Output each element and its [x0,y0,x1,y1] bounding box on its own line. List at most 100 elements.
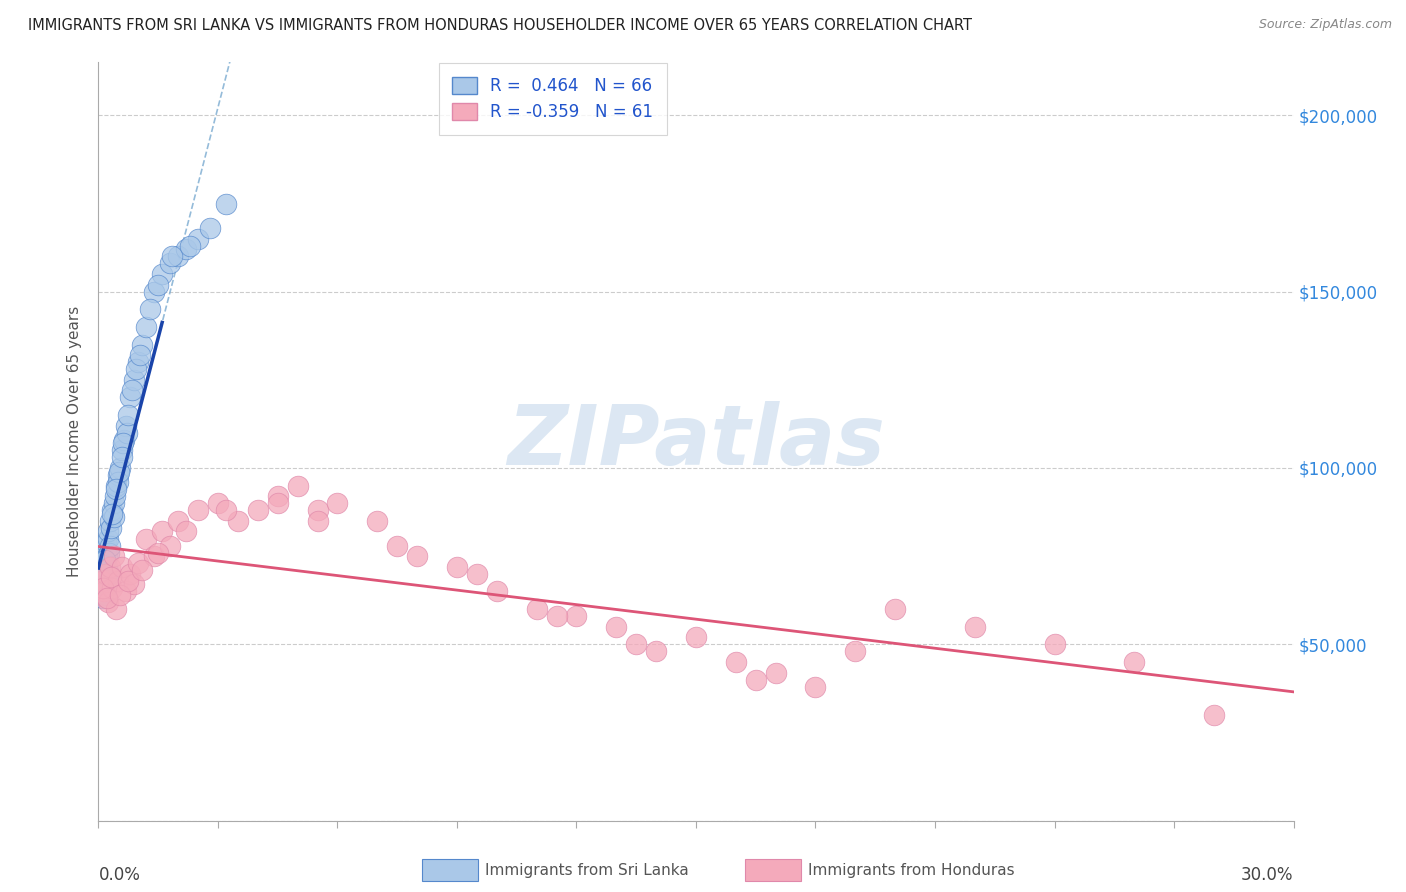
Point [104,482,127,496]
Point [884,602,907,616]
Point [804,680,827,694]
Point [115,425,138,440]
Point [97,595,120,609]
Point [94,570,117,584]
Legend: R =  0.464   N = 66, R = -0.359   N = 61: R = 0.464 N = 66, R = -0.359 N = 61 [439,63,666,135]
Point [127,556,149,570]
Point [90,559,112,574]
Point [91,566,114,581]
Point [465,566,488,581]
Point [111,443,134,458]
Point [131,563,153,577]
Point [107,574,129,588]
Point [546,609,568,624]
Point [97,546,120,560]
Point [963,620,986,634]
Point [485,584,508,599]
Point [626,637,648,651]
Text: Immigrants from Honduras: Immigrants from Honduras [808,863,1015,878]
Point [98,539,121,553]
Point [446,559,468,574]
Point [124,577,146,591]
Point [94,542,117,557]
Point [96,559,118,574]
Point [160,249,183,263]
Point [159,539,181,553]
Point [97,532,120,546]
Point [94,552,117,566]
Point [96,566,118,581]
Point [105,602,128,616]
Point [97,574,120,588]
Point [112,433,135,447]
Point [267,496,290,510]
Point [90,581,112,595]
Point [89,574,111,588]
Point [150,524,173,539]
Text: 0.0%: 0.0% [98,866,141,884]
Text: ZIPatlas: ZIPatlas [508,401,884,482]
Point [93,546,115,560]
Point [226,514,249,528]
Point [1123,655,1146,669]
Point [110,588,132,602]
Point [287,478,309,492]
Point [120,566,142,581]
Point [174,243,197,257]
Point [110,461,132,475]
Point [215,503,238,517]
Point [103,549,125,563]
Point [94,556,117,570]
Point [112,436,135,450]
Point [135,532,157,546]
Text: Source: ZipAtlas.com: Source: ZipAtlas.com [1258,18,1392,31]
Point [93,584,115,599]
Text: Immigrants from Sri Lanka: Immigrants from Sri Lanka [485,863,689,878]
Point [101,581,124,595]
Point [724,655,747,669]
Point [125,362,148,376]
Point [107,475,129,489]
Point [129,348,152,362]
Point [174,524,197,539]
Point [115,584,138,599]
Point [406,549,429,563]
Point [215,196,238,211]
Point [121,384,143,398]
Point [307,514,329,528]
Point [159,256,181,270]
Y-axis label: Householder Income Over 65 years: Householder Income Over 65 years [67,306,83,577]
Point [124,373,146,387]
Point [117,408,139,422]
Point [143,285,166,299]
Point [385,539,409,553]
Point [179,239,201,253]
Point [526,602,548,616]
Point [96,549,118,563]
Point [96,591,118,606]
Point [307,503,329,517]
Point [565,609,588,624]
Point [91,591,114,606]
Point [117,574,139,588]
Point [91,566,114,581]
Point [100,570,122,584]
Point [267,489,290,503]
Point [93,563,115,577]
Point [120,391,142,405]
Point [326,496,349,510]
Point [93,577,115,591]
Point [1043,637,1066,651]
Text: 30.0%: 30.0% [1241,866,1294,884]
Point [148,546,170,560]
Point [1202,707,1225,722]
Point [187,232,209,246]
Point [98,514,122,528]
Point [107,468,129,483]
Text: IMMIGRANTS FROM SRI LANKA VS IMMIGRANTS FROM HONDURAS HOUSEHOLDER INCOME OVER 65: IMMIGRANTS FROM SRI LANKA VS IMMIGRANTS … [28,18,972,33]
Point [167,514,190,528]
Point [91,584,114,599]
Point [93,552,115,566]
Point [143,549,166,563]
Point [91,581,114,595]
